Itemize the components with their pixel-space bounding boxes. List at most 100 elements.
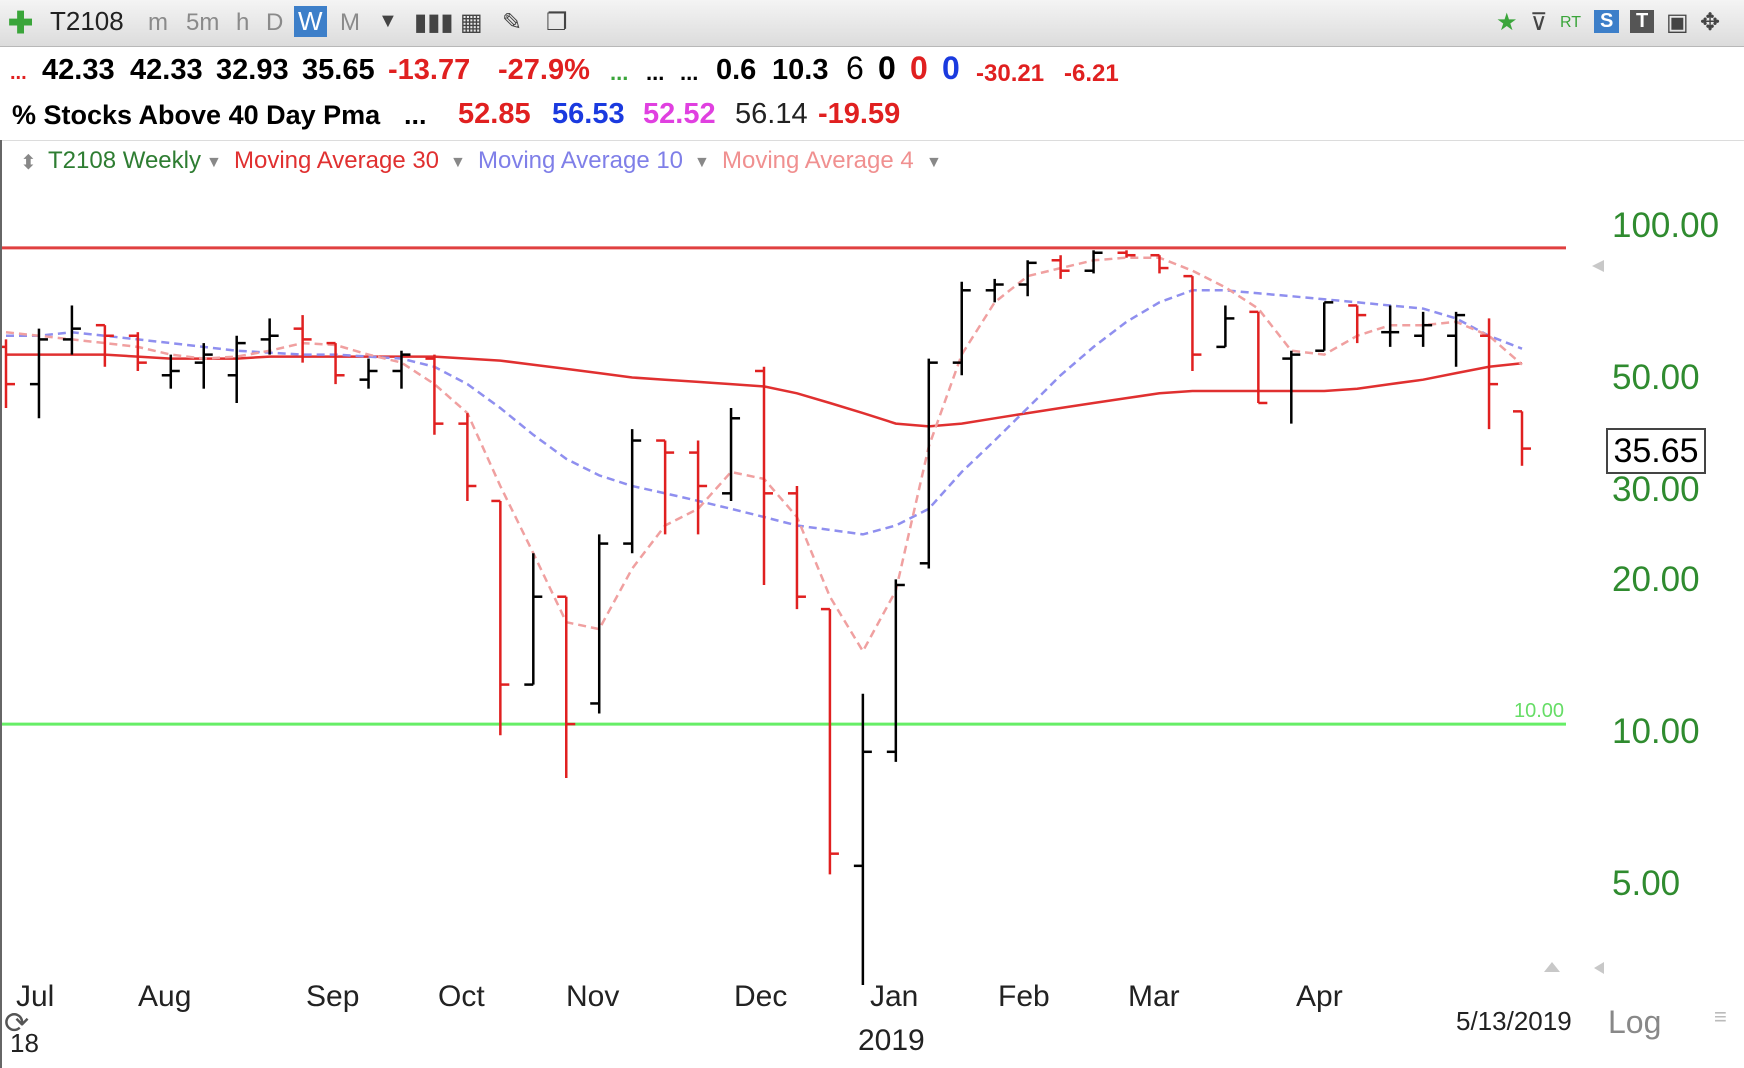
y-label-20: 20.00 <box>1612 560 1700 599</box>
realtime-label[interactable]: RT <box>1560 14 1582 31</box>
x-label-year-left: 18 <box>10 1028 39 1058</box>
ohlc-bar <box>1381 305 1400 347</box>
quote-n2: -6.21 <box>1064 60 1119 87</box>
legend-ma10-dropdown-icon[interactable]: ▼ <box>694 154 710 171</box>
table-icon[interactable]: ▦ <box>460 9 483 36</box>
x-label-nov: Nov <box>566 980 620 1013</box>
ohlc-bar <box>1414 311 1433 347</box>
legend-ma4-dropdown-icon[interactable]: ▼ <box>926 154 942 171</box>
legend-series[interactable]: T2108 Weekly <box>48 147 201 174</box>
legend-ma30[interactable]: Moving Average 30 <box>234 147 440 174</box>
ohlc-bar <box>1282 350 1301 424</box>
quote-change-pct: -27.9% <box>498 54 590 86</box>
ohlc-bar <box>62 305 81 355</box>
refresh-icon[interactable]: ⟳ <box>4 1007 30 1040</box>
dropdown-icon[interactable]: ▼ <box>378 10 398 32</box>
ohlc-bar <box>524 553 543 686</box>
study-value: 56.14 <box>735 98 808 130</box>
x-label-sep: Sep <box>306 980 360 1013</box>
x-label-year: 2019 <box>858 1024 925 1057</box>
ohlc-bar <box>689 440 708 535</box>
notes-icon[interactable]: ❐ <box>546 9 568 36</box>
scroll-up-icon[interactable] <box>1544 962 1560 972</box>
move-icon[interactable]: ✥ <box>1700 9 1721 36</box>
legend-ma30-dropdown-icon[interactable]: ▼ <box>450 154 466 171</box>
ohlc-bar <box>128 332 147 371</box>
timeframe-5min[interactable]: 5m <box>186 9 220 36</box>
current-price-label: 35.65 <box>1606 428 1706 474</box>
ohlc-bar <box>29 328 48 419</box>
quote-high: 42.33 <box>130 54 203 86</box>
ohlc-bar <box>820 607 839 875</box>
save-icon[interactable]: ▣ <box>1666 9 1689 36</box>
ohlc-bar <box>1480 318 1499 430</box>
legend-ma4[interactable]: Moving Average 4 <box>722 147 914 174</box>
ohlc-bar <box>1216 305 1235 349</box>
filter-icon[interactable]: ⊽ <box>1530 9 1548 36</box>
ohlc-bar <box>1051 255 1070 279</box>
ohlc-bar <box>194 343 213 389</box>
x-label-jul: Jul <box>16 980 55 1013</box>
y-label-5: 5.00 <box>1612 864 1681 903</box>
legend-series-dropdown-icon[interactable]: ▼ <box>206 154 222 171</box>
legend-ma10[interactable]: Moving Average 10 <box>478 147 684 174</box>
bar-chart-icon[interactable]: ▮▮▮ <box>414 9 454 36</box>
toolbar: ✚ T2108 m 5m h D W M ▼ ▮▮▮ ▦ ✎ ❐ ★ ⊽ RT … <box>0 0 1744 47</box>
x-label-jan: Jan <box>870 980 919 1013</box>
x-label-mar: Mar <box>1128 980 1180 1013</box>
y-label-100: 100.00 <box>1612 206 1720 245</box>
quote-c1: 6 <box>846 50 864 86</box>
ohlc-bar <box>853 693 872 986</box>
ohlc-bar <box>95 323 114 367</box>
timeframe-hour[interactable]: h <box>236 9 250 36</box>
quote-close: 35.65 <box>302 54 375 86</box>
timeframe-month[interactable]: M <box>340 9 360 36</box>
ohlc-bar <box>1348 304 1367 344</box>
timeframe-day[interactable]: D <box>266 9 284 36</box>
ohlc-bar <box>886 579 905 762</box>
symbol-field[interactable]: T2108 <box>50 6 124 36</box>
x-label-oct: Oct <box>438 980 485 1013</box>
study-row: % Stocks Above 40 Day Pma ... 52.85 56.5… <box>0 96 1744 136</box>
ohlc-bar <box>1513 410 1531 466</box>
ohlc-bar <box>326 341 345 385</box>
add-symbol-icon[interactable]: ✚ <box>8 7 34 40</box>
t-button[interactable]: T <box>1630 10 1655 33</box>
y-label-50: 50.00 <box>1612 358 1700 397</box>
ohlc-bar <box>1084 250 1103 274</box>
quote-dots: ... <box>10 62 27 84</box>
ohlc-bar <box>656 439 675 535</box>
pencil-icon[interactable]: ✎ <box>502 9 523 36</box>
ohlc-bar <box>359 358 378 389</box>
menu-icon[interactable]: ≡ <box>1714 1004 1727 1029</box>
study-dots: ... <box>404 100 427 130</box>
scroll-marker-icon[interactable] <box>1592 260 1604 272</box>
study-ma4: 52.52 <box>643 98 716 130</box>
ohlc-bar <box>590 534 609 714</box>
x-label-aug: Aug <box>138 980 192 1013</box>
scroll-left-icon[interactable] <box>1594 962 1604 974</box>
y-label-10: 10.00 <box>1612 712 1700 751</box>
quote-dots-green: ... <box>610 60 629 85</box>
quote-row: ... 42.33 42.33 32.93 35.65 -13.77 -27.9… <box>0 50 1744 90</box>
ohlc-bar <box>227 335 246 403</box>
quote-c4: 0 <box>942 50 960 86</box>
x-label-apr: Apr <box>1296 980 1343 1013</box>
ohlc-bar <box>458 413 477 501</box>
ohlc-bar <box>425 354 444 435</box>
scale-toggle[interactable]: Log <box>1608 1004 1662 1040</box>
quote-v2: 10.3 <box>772 54 829 86</box>
legend-expand-icon[interactable]: ⬍ <box>20 152 37 174</box>
quote-dots-a: ... <box>646 60 665 85</box>
ohlc-bar <box>1117 250 1136 258</box>
ohlc-bar <box>722 407 741 501</box>
threshold-label-10: 10.00 <box>1514 700 1565 722</box>
s-button[interactable]: S <box>1594 10 1620 33</box>
timeframe-week[interactable]: W <box>294 6 327 37</box>
ohlc-bar <box>491 499 510 736</box>
star-icon[interactable]: ★ <box>1496 9 1518 36</box>
ohlc-bar <box>1150 253 1169 274</box>
ohlc-bar <box>1315 301 1334 352</box>
timeframe-minute[interactable]: m <box>148 9 168 36</box>
